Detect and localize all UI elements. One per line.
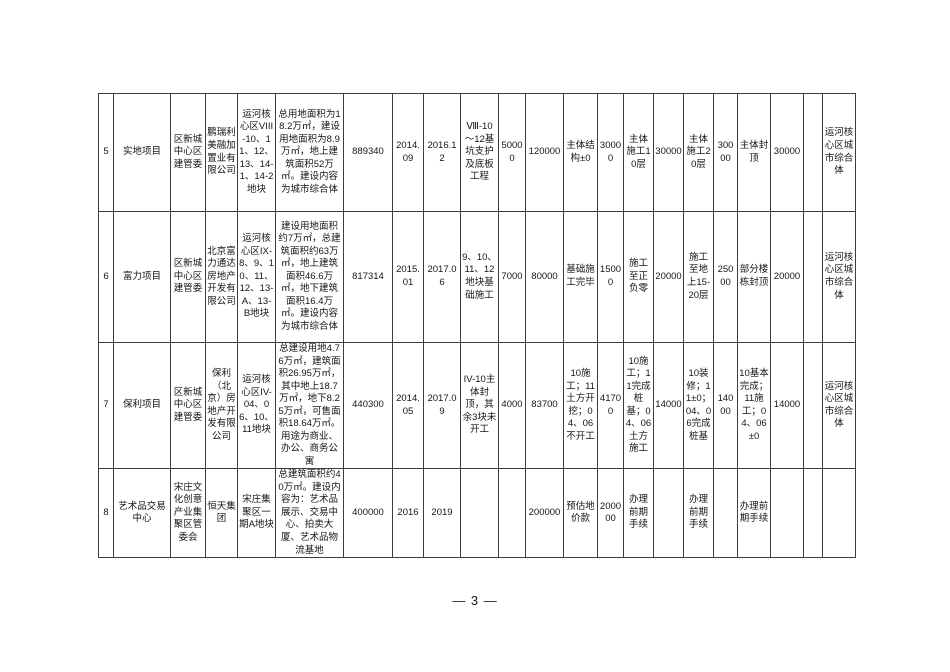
table-cell: 120000 (525, 93, 564, 212)
table-cell: 2017.06 (423, 211, 461, 343)
table-cell: 200000 (525, 468, 564, 559)
table-cell: 14000 (770, 341, 804, 470)
table-cell: 主体封顶 (737, 93, 771, 212)
table-cell: 14000 (653, 341, 684, 470)
table-cell: 鹏瑞利美融加置业有限公司 (205, 93, 238, 212)
table-cell: 10装修；11±0；04、06完成桩基 (683, 341, 714, 470)
table-cell: 宋庄文化创意产业集聚区管委会 (170, 468, 206, 559)
table-cell (770, 468, 804, 559)
table-cell: 艺术品交易中心 (113, 468, 171, 559)
table-cell: 宋庄集聚区一期A地块 (237, 468, 276, 559)
table-cell: 200000 (597, 468, 624, 559)
page-number: — 3 — (452, 593, 498, 608)
table-cell: 41700 (597, 341, 624, 470)
table-cell: 4000 (498, 341, 526, 470)
table-cell: 北京富力通达房地产开发有限公司 (205, 211, 238, 343)
table-cell: 817314 (343, 211, 393, 343)
table-cell: 总建设用地4.76万㎡，建筑面积26.95万㎡，其中地上18.7万㎡，地下8.2… (275, 341, 344, 470)
table-cell: 889340 (343, 93, 393, 212)
table-cell: 2019 (423, 468, 461, 559)
table-cell: 保利（北京）房地产开发有限公司 (205, 341, 238, 470)
table-cell: 15000 (597, 211, 624, 343)
project-schedule-table: 5 实地项目 区新城中心区建管委 鹏瑞利美融加置业有限公司 运河核心区VIII-10、1… (98, 93, 856, 559)
table-cell (713, 468, 738, 559)
table-cell: 办理前期手续 (623, 468, 654, 559)
table-cell: 30000 (653, 93, 684, 212)
table-cell: 运河核心区城市综合体 (822, 341, 856, 470)
table-cell (822, 468, 856, 559)
table-body: 5 实地项目 区新城中心区建管委 鹏瑞利美融加置业有限公司 运河核心区VIII-10、1… (98, 93, 856, 559)
table-cell: 30000 (770, 93, 804, 212)
table-cell: 9、10、11、12地块基础施工 (460, 211, 499, 343)
table-cell: 7 (98, 341, 114, 470)
table-cell: 运河核心区城市综合体 (822, 211, 856, 343)
table-cell (653, 468, 684, 559)
table-cell: 运河核心区VIII-10、11、12、13、14-1、14-2地块 (237, 93, 276, 212)
table-cell: 83700 (525, 341, 564, 470)
table-cell: 主体施工20层 (683, 93, 714, 212)
table-cell: 部分楼栋封顶 (737, 211, 771, 343)
table-row: 5 实地项目 区新城中心区建管委 鹏瑞利美融加置业有限公司 运河核心区VIII-10、1… (98, 93, 856, 212)
table-cell: 10施工；11土方开挖；04、06不开工 (563, 341, 598, 470)
table-cell (498, 468, 526, 559)
table-cell: 2016 (392, 468, 424, 559)
table-cell: 运河核心区城市综合体 (822, 93, 856, 212)
table-cell: 30000 (597, 93, 624, 212)
table-cell: 8 (98, 468, 114, 559)
table-cell: 总建筑面积约40万㎡。建设内容为：艺术品展示、交易中心、拍卖大厦、艺术品物流基地 (275, 468, 344, 559)
table-cell: 400000 (343, 468, 393, 559)
table-cell: 10基本完成；11施工；04、06±0 (737, 341, 771, 470)
table-cell: 实地项目 (113, 93, 171, 212)
table-cell: 办理前期手续 (683, 468, 714, 559)
table-cell: 2014.09 (392, 93, 424, 212)
table-cell (803, 341, 823, 470)
table-cell: 运河核心区IX-8、9、10、11、12、13-A、13-B地块 (237, 211, 276, 343)
table-cell: 主体结构±0 (563, 93, 598, 212)
table-cell: 2015.01 (392, 211, 424, 343)
table-cell: 区新城中心区建管委 (170, 341, 206, 470)
table-cell: 恒天集团 (205, 468, 238, 559)
table-cell: 20000 (653, 211, 684, 343)
table-cell: 7000 (498, 211, 526, 343)
table-cell: 25000 (713, 211, 738, 343)
table-cell: 30000 (713, 93, 738, 212)
table-cell: 运河核心区IV-04、06、10、11地块 (237, 341, 276, 470)
table-cell: 总用地面积为18.2万㎡，建设用地面积为8.9万㎡，地上建筑面积52万㎡。建设内… (275, 93, 344, 212)
table-cell: 施工至正负零 (623, 211, 654, 343)
table-cell: 施工至地上15-20层 (683, 211, 714, 343)
table-cell: 区新城中心区建管委 (170, 211, 206, 343)
table-cell: 富力项目 (113, 211, 171, 343)
table-cell: IV-10主体封顶，其余3块未开工 (460, 341, 499, 470)
table-cell: 2017.09 (423, 341, 461, 470)
table-cell: 办理前期手续 (737, 468, 771, 559)
table-cell: 14000 (713, 341, 738, 470)
table-cell (803, 93, 823, 212)
table-cell: 预估地价款 (563, 468, 598, 559)
table-cell: 6 (98, 211, 114, 343)
table-cell: 基础施工完毕 (563, 211, 598, 343)
table-cell: 区新城中心区建管委 (170, 93, 206, 212)
table-cell (460, 468, 499, 559)
table-cell: Ⅷ-10～12基坑支护及底板工程 (460, 93, 499, 212)
table-cell: 2016.12 (423, 93, 461, 212)
table-cell: 20000 (770, 211, 804, 343)
table-cell: 2014.05 (392, 341, 424, 470)
table-cell: 80000 (525, 211, 564, 343)
table-row: 8 艺术品交易中心 宋庄文化创意产业集聚区管委会 恒天集团 宋庄集聚区一期A地块 总建筑面… (98, 468, 856, 559)
table-cell: 440300 (343, 341, 393, 470)
table-row: 6 富力项目 区新城中心区建管委 北京富力通达房地产开发有限公司 运河核心区IX-8、9… (98, 211, 856, 343)
table-cell (803, 211, 823, 343)
table-cell (803, 468, 823, 559)
table-cell: 建设用地面积约7万㎡，总建筑面积约63万㎡，地上建筑面积46.6万㎡，地下建筑面… (275, 211, 344, 343)
table-cell: 保利项目 (113, 341, 171, 470)
table-cell: 5 (98, 93, 114, 212)
table-row: 7 保利项目 区新城中心区建管委 保利（北京）房地产开发有限公司 运河核心区IV-04、… (98, 341, 856, 470)
table-cell: 主体施工10层 (623, 93, 654, 212)
table-cell: 10施工；11完成桩基；04、06土方施工 (623, 341, 654, 470)
table-cell: 50000 (498, 93, 526, 212)
